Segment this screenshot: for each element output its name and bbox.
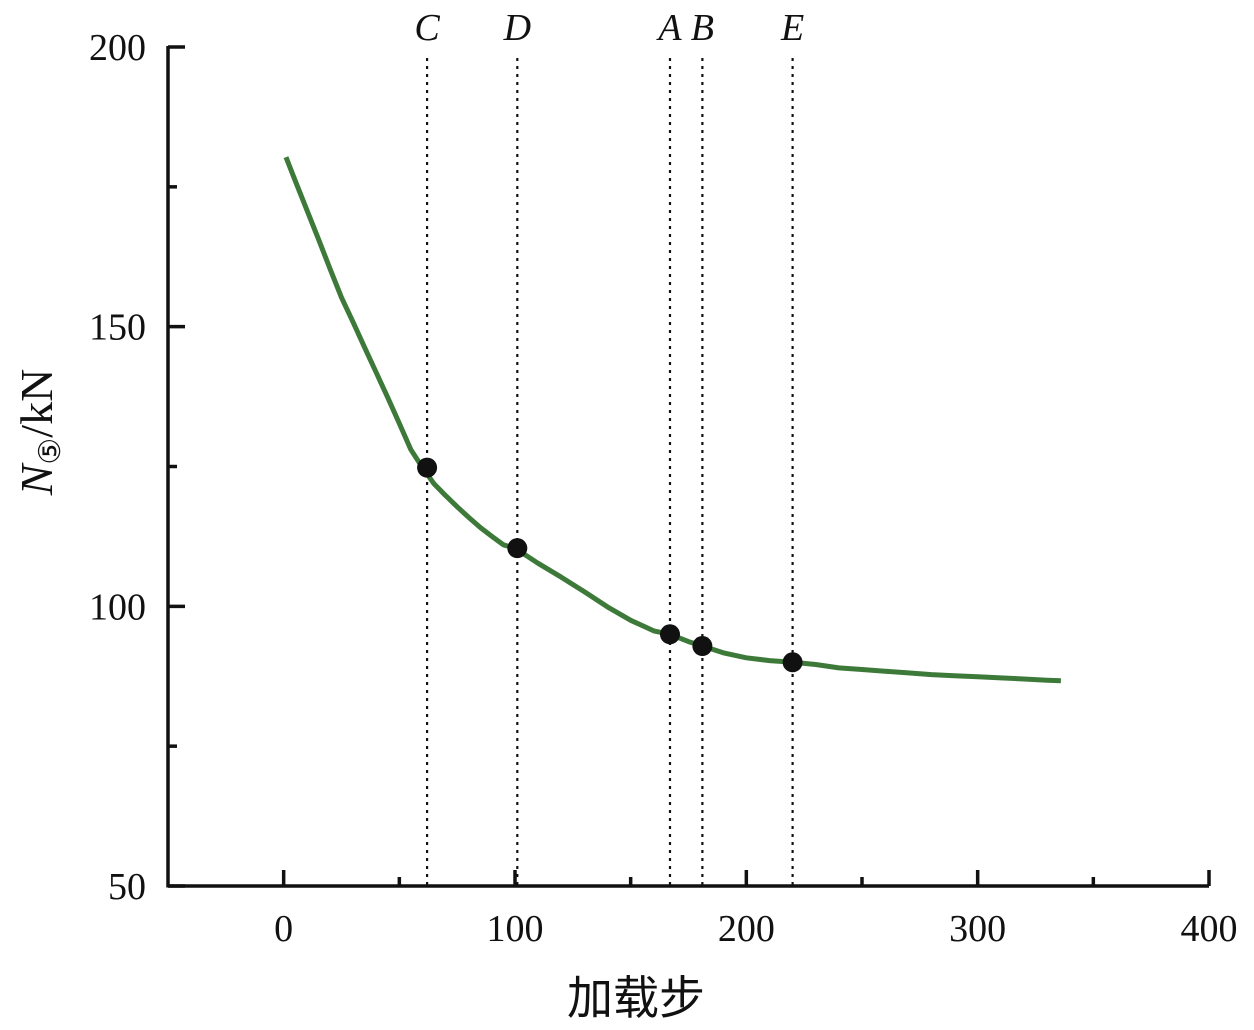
x-tick-label: 400 [1181,908,1238,950]
y-axis-symbol: N [11,462,62,496]
y-tick-label: 100 [89,586,146,628]
marker-point-D [507,538,528,559]
y-axis-unit: /kN [11,369,62,438]
marker-point-B [692,636,713,657]
y-ticks: 50 100 150 200 [89,27,185,908]
x-axis-title: 加载步 [567,971,705,1025]
marker-points [417,457,803,673]
x-tick-label: 200 [718,908,775,950]
reference-label-B: B [691,7,714,49]
marker-point-E [782,652,803,673]
y-tick-label: 150 [89,307,146,349]
axes [166,46,1209,888]
x-tick-label: 100 [487,908,544,950]
series-line-0 [283,156,1061,684]
y-tick-label: 200 [89,27,146,69]
x-ticks: 0 100 200 300 400 [274,870,1238,950]
series-layer [283,156,1061,684]
reference-label-A: A [655,7,682,49]
reference-label-D: D [503,7,531,49]
x-tick-label: 0 [274,908,293,950]
marker-point-A [659,624,680,645]
y-axis-subscript: ⑤ [33,438,68,465]
reference-label-C: C [414,7,440,49]
marker-point-C [417,457,438,478]
y-axis-title: N⑤/kN [11,369,68,497]
y-tick-label: 50 [108,866,146,908]
reference-lines [425,58,794,886]
x-tick-label: 300 [949,908,1006,950]
reference-label-E: E [780,7,804,49]
